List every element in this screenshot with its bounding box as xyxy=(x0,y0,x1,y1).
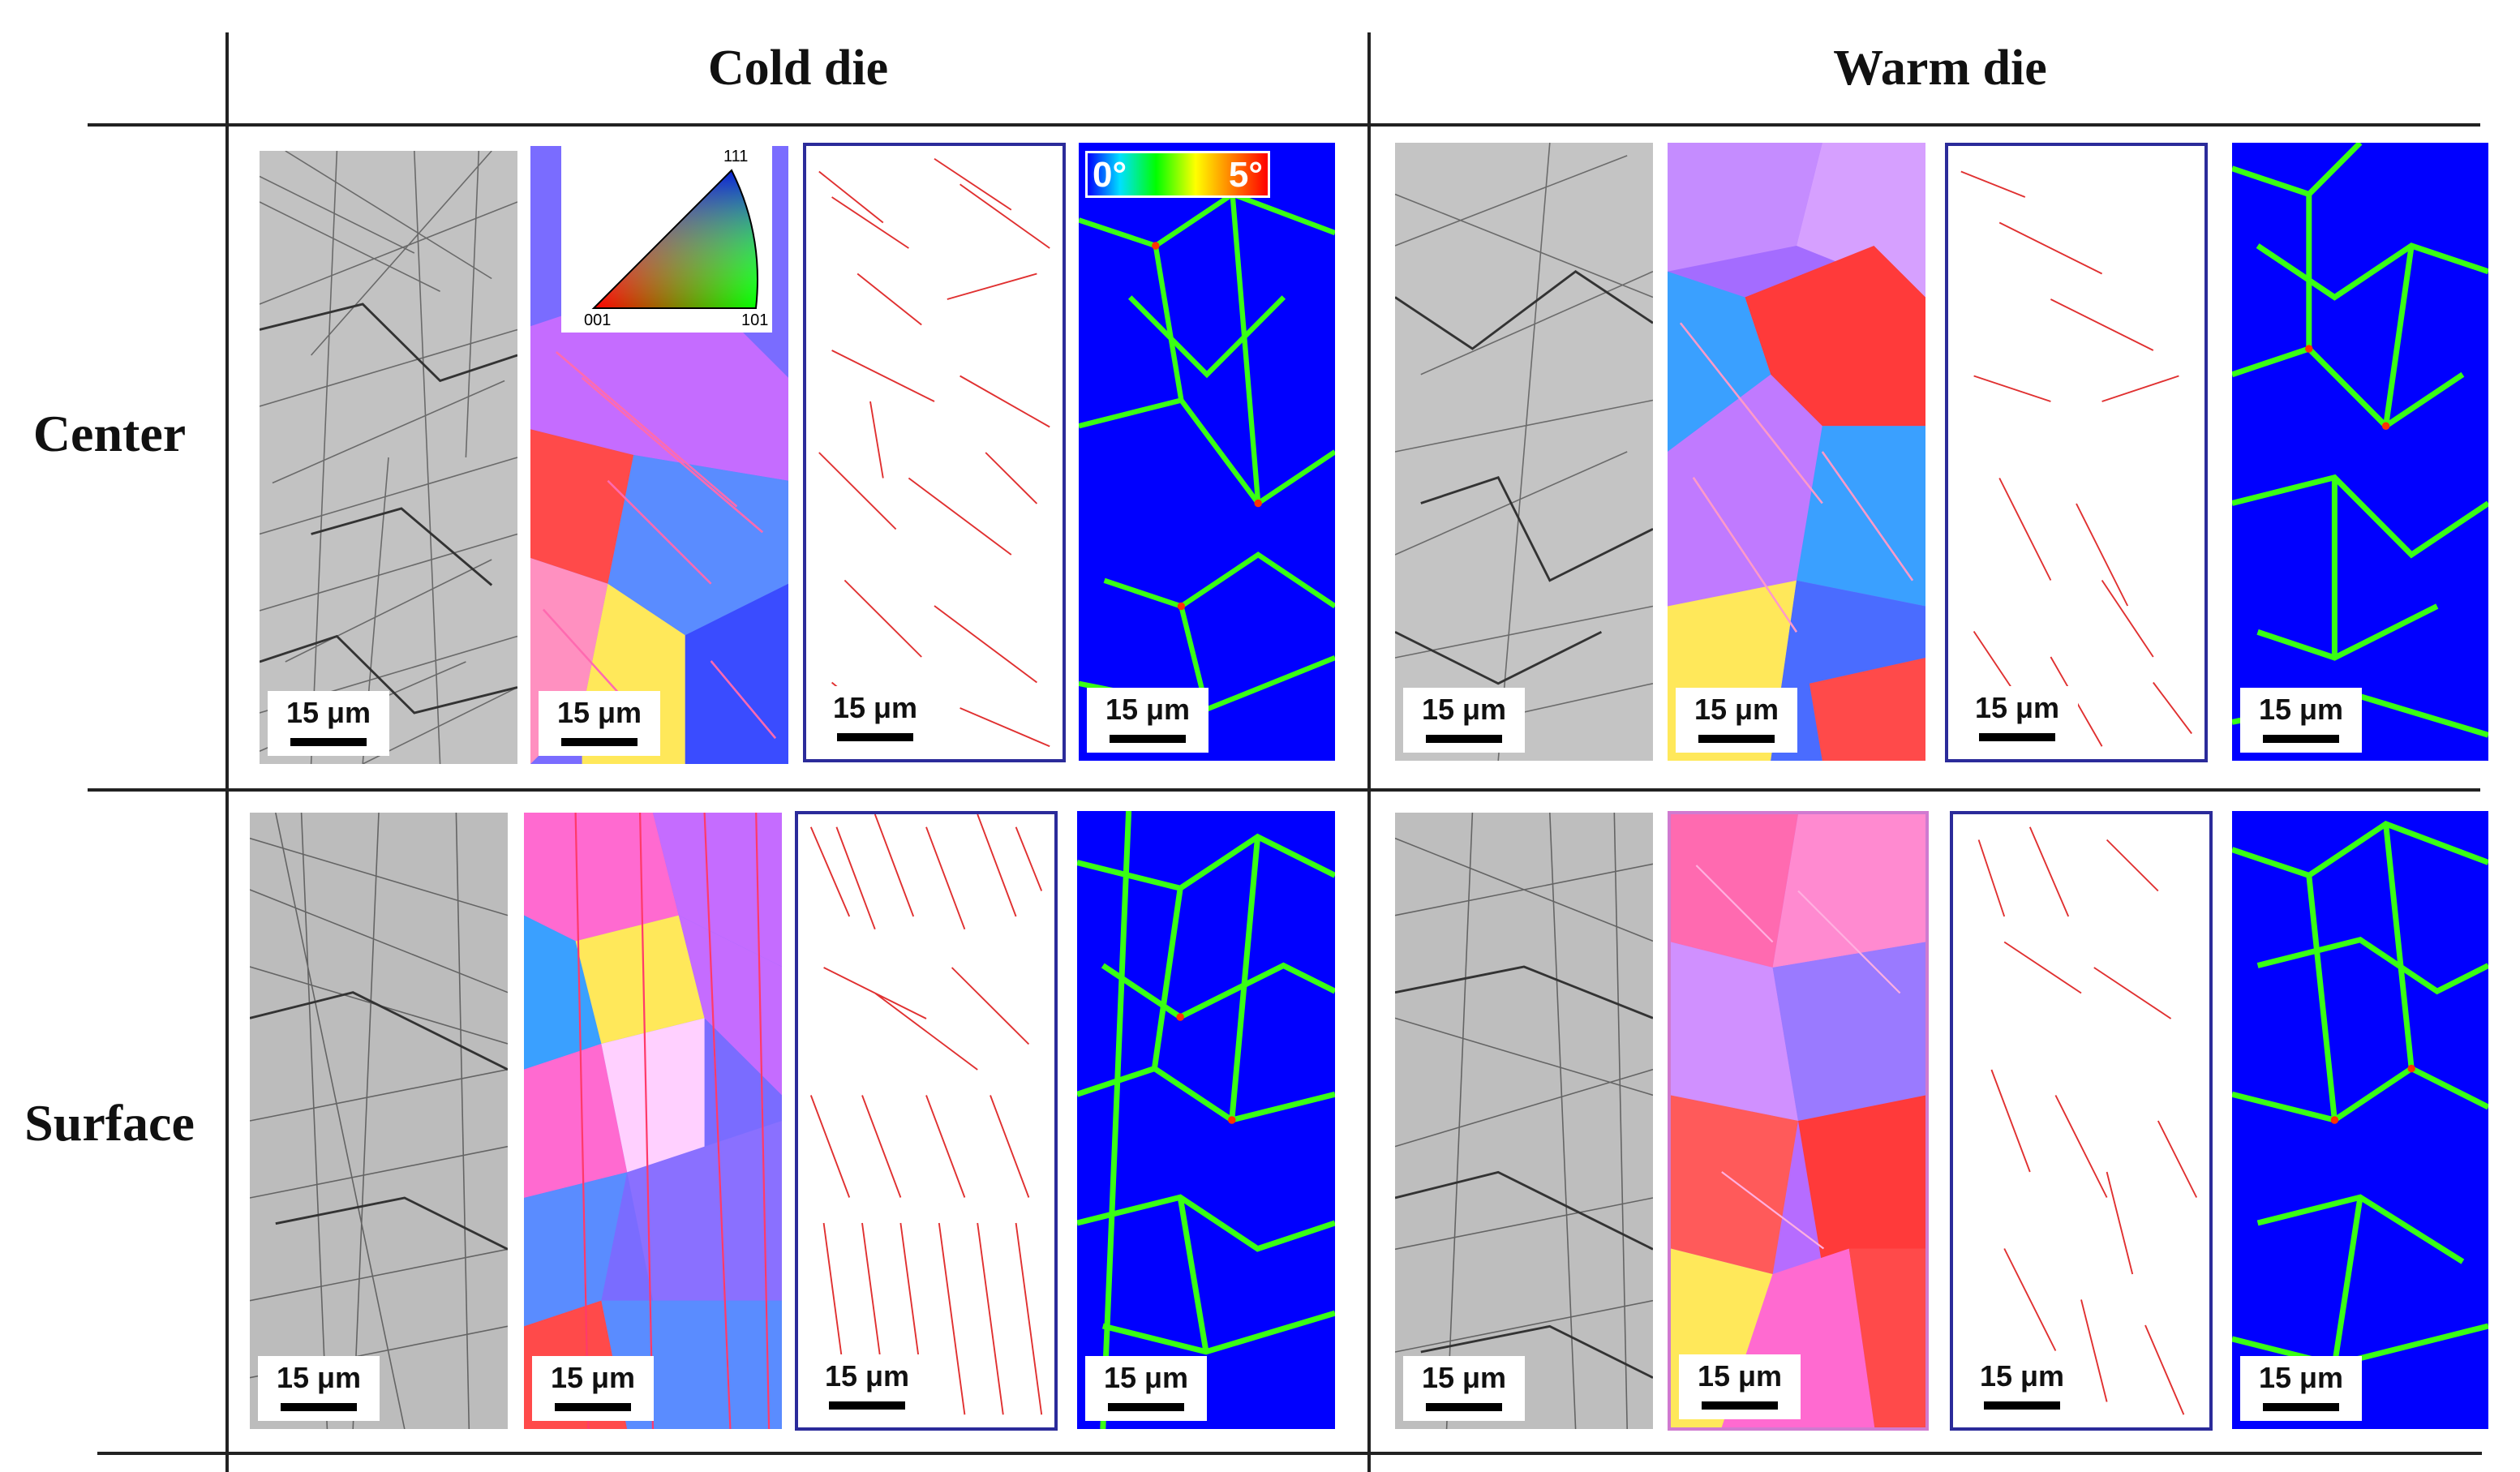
center-warm-twin-boundary-map: 15 μm xyxy=(1945,143,2208,762)
scale-bar-line xyxy=(1979,733,2055,741)
scale-bar-label: 15 μm xyxy=(556,696,642,729)
scale-bar: 15 μm xyxy=(806,1354,928,1419)
kam-texture xyxy=(2232,811,2488,1429)
center-cold-kam-map: 0° 5° 15 μm xyxy=(1079,143,1335,761)
scale-bar: 15 μm xyxy=(258,1356,380,1421)
twin-boundary-texture xyxy=(1960,170,2192,747)
center-cold-ipf-map: 111 001 101 15 μm xyxy=(530,146,788,764)
scale-bar-line xyxy=(837,733,913,741)
surface-cold-twin-boundary-map: 15 μm xyxy=(795,811,1058,1431)
scale-bar-label: 15 μm xyxy=(2258,693,2344,726)
kam-legend: 0° 5° xyxy=(1085,151,1270,198)
twin-boundary-texture xyxy=(1977,826,2198,1415)
surface-warm-ipf-map: 15 μm xyxy=(1668,811,1929,1431)
ipf-legend-triangle xyxy=(591,169,758,309)
scale-bar-line xyxy=(561,738,638,746)
scale-bar: 15 μm xyxy=(1087,688,1208,753)
scale-bar: 15 μm xyxy=(268,691,389,756)
scale-bar-label: 15 μm xyxy=(1697,1359,1783,1393)
center-warm-ipf-map: 15 μm xyxy=(1668,143,1925,761)
row-divider-rule xyxy=(88,788,2480,792)
scale-bar-line xyxy=(1108,1403,1184,1411)
row-header-surface: Surface xyxy=(24,1094,195,1152)
scale-bar: 15 μm xyxy=(1085,1356,1207,1421)
ipf-label-111: 111 xyxy=(723,148,749,165)
scale-bar-label: 15 μm xyxy=(1979,1359,2065,1393)
scale-bar: 15 μm xyxy=(2240,1356,2362,1421)
scale-bar: 15 μm xyxy=(814,686,936,751)
scale-bar-line xyxy=(555,1403,631,1411)
vertical-rule-middle xyxy=(1367,32,1371,1472)
scale-bar-label: 15 μm xyxy=(1694,693,1779,726)
scale-bar-label: 15 μm xyxy=(550,1361,636,1394)
scale-bar: 15 μm xyxy=(1679,1354,1801,1419)
scale-bar: 15 μm xyxy=(1403,1356,1525,1421)
kam-legend-min: 0° xyxy=(1093,155,1127,195)
scale-bar-line xyxy=(1702,1401,1778,1410)
ipf-texture xyxy=(1668,143,1925,761)
scale-bar-line xyxy=(2263,735,2339,743)
ipf-texture xyxy=(1671,814,1925,1427)
scale-bar-label: 15 μm xyxy=(276,1361,362,1394)
band-contrast-texture xyxy=(250,813,508,1429)
scale-bar-line xyxy=(829,1401,905,1410)
surface-cold-kam-map: 15 μm xyxy=(1077,811,1335,1429)
twin-boundary-texture xyxy=(818,157,1050,748)
scale-bar-label: 15 μm xyxy=(1103,1361,1189,1394)
center-warm-kam-map: 15 μm xyxy=(2232,143,2488,761)
scale-bar: 15 μm xyxy=(1676,688,1797,753)
scale-bar-label: 15 μm xyxy=(1421,693,1507,726)
band-contrast-texture xyxy=(1395,813,1653,1429)
surface-cold-ipf-map: 15 μm xyxy=(524,813,782,1429)
scale-bar-label: 15 μm xyxy=(1421,1361,1507,1394)
scale-bar-label: 15 μm xyxy=(1105,693,1191,726)
center-cold-twin-boundary-map: 15 μm xyxy=(803,143,1066,762)
ipf-label-001: 001 xyxy=(584,311,612,329)
kam-legend-gradient xyxy=(1088,153,1268,195)
row-header-center: Center xyxy=(32,405,187,462)
scale-bar: 15 μm xyxy=(1961,1354,2083,1419)
scale-bar-line xyxy=(1698,735,1775,743)
vertical-rule-left xyxy=(225,32,229,1472)
center-warm-band-contrast-map: 15 μm xyxy=(1395,143,1653,761)
twin-boundary-texture xyxy=(809,814,1043,1415)
scale-bar-line xyxy=(1110,735,1186,743)
band-contrast-texture xyxy=(1395,143,1653,761)
scale-bar-line xyxy=(281,1403,357,1411)
surface-warm-twin-boundary-map: 15 μm xyxy=(1950,811,2213,1431)
column-header-cold-die: Cold die xyxy=(707,41,889,96)
kam-texture xyxy=(1079,143,1335,761)
scale-bar: 15 μm xyxy=(1403,688,1525,753)
scale-bar-line xyxy=(1426,1403,1502,1411)
surface-warm-kam-map: 15 μm xyxy=(2232,811,2488,1429)
scale-bar: 15 μm xyxy=(539,691,660,756)
scale-bar-line xyxy=(2263,1403,2339,1411)
center-cold-band-contrast-map: 15 μm xyxy=(260,151,517,764)
scale-bar: 15 μm xyxy=(532,1356,654,1421)
column-header-warm-die: Warm die xyxy=(1833,41,2047,96)
scale-bar-label: 15 μm xyxy=(285,696,371,729)
kam-texture xyxy=(1077,811,1335,1429)
scale-bar-line xyxy=(1984,1401,2060,1410)
scale-bar-label: 15 μm xyxy=(824,1359,910,1393)
scale-bar-line xyxy=(1426,735,1502,743)
surface-cold-band-contrast-map: 15 μm xyxy=(250,813,508,1429)
header-rule xyxy=(88,123,2480,127)
scale-bar: 15 μm xyxy=(2240,688,2362,753)
scale-bar-label: 15 μm xyxy=(2258,1361,2344,1394)
bottom-rule xyxy=(97,1452,2482,1455)
scale-bar-label: 15 μm xyxy=(1974,691,2060,724)
ipf-label-101: 101 xyxy=(741,311,769,329)
surface-warm-band-contrast-map: 15 μm xyxy=(1395,813,1653,1429)
kam-texture xyxy=(2232,143,2488,761)
scale-bar-label: 15 μm xyxy=(832,691,918,724)
scale-bar: 15 μm xyxy=(1956,686,2078,751)
ipf-legend: 111 001 101 xyxy=(561,146,772,333)
kam-legend-max: 5° xyxy=(1228,155,1263,195)
band-contrast-texture xyxy=(260,151,517,764)
scale-bar-line xyxy=(290,738,367,746)
ipf-texture xyxy=(524,813,782,1429)
